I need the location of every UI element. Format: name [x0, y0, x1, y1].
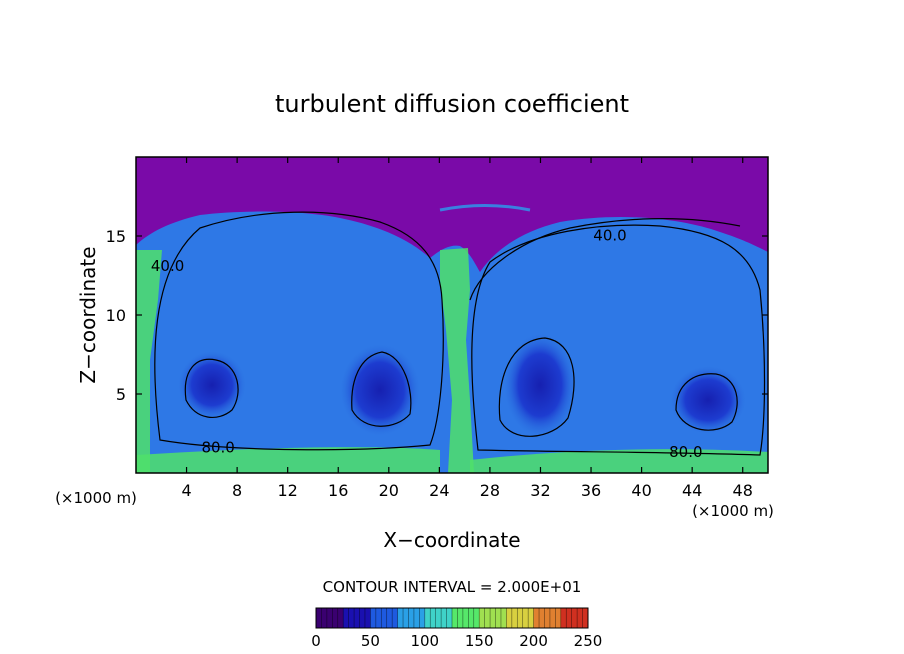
colorbar-segment	[533, 608, 562, 628]
streak	[439, 204, 531, 212]
contour-label: 40.0	[151, 257, 184, 275]
chart-title: turbulent diffusion coefficient	[275, 90, 629, 118]
colorbar-segment	[343, 608, 371, 628]
x-tick-label: 16	[328, 481, 348, 500]
contour-labels: 80.0 80.0 40.0 40.0	[151, 227, 703, 461]
colorbar-tick-label: 150	[465, 632, 494, 650]
contour-cell-left	[154, 211, 444, 451]
core-4	[670, 366, 746, 434]
x-tick-label: 4	[181, 481, 191, 500]
colorbar-frame	[315, 607, 589, 629]
edge-left	[136, 250, 162, 473]
contour-label: 80.0	[669, 443, 702, 461]
colorbar-segment	[424, 608, 453, 628]
x-tick-label: 20	[379, 481, 399, 500]
x-tick-label: 40	[631, 481, 651, 500]
x-tick-label: 48	[733, 481, 753, 500]
y-axis-label: Z−coordinate	[76, 246, 100, 383]
contour-core-4	[675, 373, 738, 431]
colorbar-segment	[479, 608, 507, 628]
contour-label: 40.0	[593, 227, 626, 245]
x-unit-right: (×1000 m)	[692, 502, 774, 520]
x-tick-label: 36	[581, 481, 601, 500]
colorbar-segment	[316, 608, 344, 628]
colorbar-tick-label: 50	[361, 632, 380, 650]
colorbar-segment	[452, 608, 480, 628]
colorbar-tick-label: 200	[519, 632, 548, 650]
x-tick-label: 12	[278, 481, 298, 500]
contour-core-1	[184, 358, 239, 418]
edge-bottom	[136, 447, 440, 473]
edge-gap	[440, 248, 474, 473]
x-tick-label: 28	[480, 481, 500, 500]
colorbar-segment	[397, 608, 426, 628]
x-axis: 4 8 12 16 20 24 28 32 36 40 44 48	[181, 157, 753, 500]
colorbar: 0 50 100 150 200 250	[311, 607, 603, 650]
core-3	[504, 333, 576, 437]
y-axis: 5 10 15	[106, 227, 768, 404]
plot-area	[136, 157, 768, 473]
x-unit-left: (×1000 m)	[55, 489, 137, 507]
contour-lines	[154, 211, 766, 456]
core-1	[178, 351, 246, 419]
colorbar-segment	[370, 608, 399, 628]
x-tick-label: 44	[682, 481, 702, 500]
contour-core-2	[351, 351, 412, 427]
contour-top-arc	[469, 218, 741, 301]
x-tick-label: 32	[530, 481, 550, 500]
x-axis-label: X−coordinate	[383, 528, 520, 552]
contour-label: 80.0	[201, 438, 234, 456]
edge-bottom-right	[470, 449, 768, 473]
contour-interval: CONTOUR INTERVAL = 2.000E+01	[323, 578, 582, 596]
y-tick-label: 5	[116, 385, 126, 404]
contour-core-3	[498, 337, 575, 437]
y-tick-label: 15	[106, 227, 126, 246]
colorbar-tick-label: 0	[311, 632, 321, 650]
colorbar-tick-label: 250	[574, 632, 603, 650]
colorbar-segment	[560, 608, 589, 628]
x-tick-label: 24	[429, 481, 449, 500]
colorbar-segment	[506, 608, 535, 628]
x-tick-label: 8	[232, 481, 242, 500]
y-tick-label: 10	[106, 306, 126, 325]
colorbar-tick-label: 100	[410, 632, 439, 650]
